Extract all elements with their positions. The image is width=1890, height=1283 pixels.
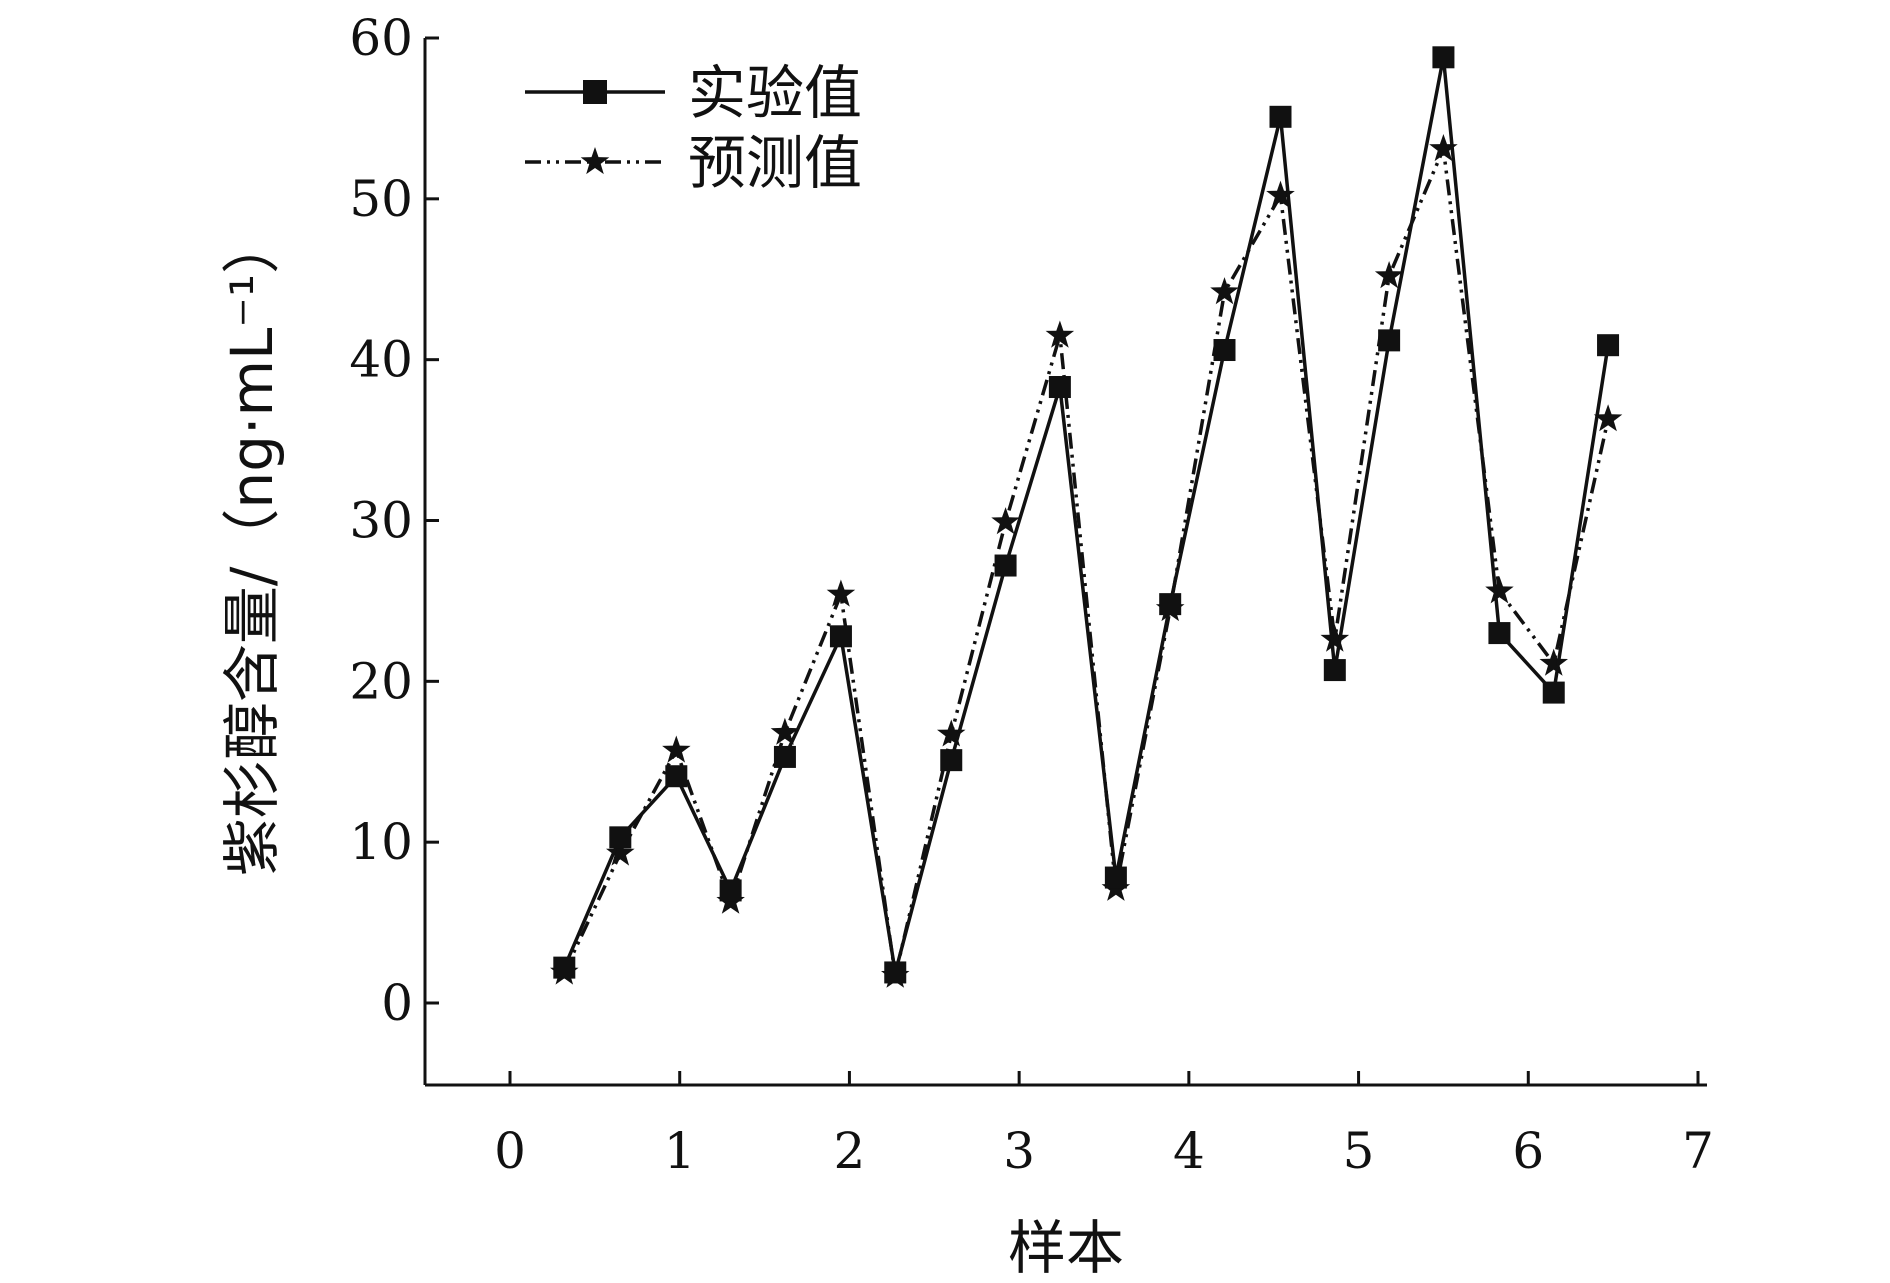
y-tick-label: 20 (349, 652, 413, 710)
x-tick-label: 3 (1003, 1122, 1035, 1180)
x-tick-label: 6 (1512, 1122, 1544, 1180)
series-1 (550, 134, 1623, 988)
data-point-star (826, 579, 856, 607)
data-point-star (1374, 261, 1404, 289)
y-tick-label: 40 (349, 331, 413, 389)
data-point-square (1432, 46, 1455, 69)
y-tick-label: 60 (349, 9, 413, 67)
data-point-square (609, 826, 632, 849)
x-ticks: 0 1 2 3 4 5 6 7 (494, 1071, 1714, 1180)
data-point-star (1485, 576, 1514, 604)
x-tick-label: 4 (1173, 1122, 1205, 1180)
data-point-star (991, 507, 1020, 535)
y-tick-label: 50 (349, 170, 413, 228)
x-tick-label: 5 (1343, 1122, 1375, 1180)
data-point-square (829, 625, 852, 648)
legend-marker-square (583, 80, 607, 104)
data-point-square (773, 745, 796, 768)
y-tick-label: 30 (349, 492, 413, 550)
x-tick-label: 7 (1682, 1122, 1714, 1180)
x-tick-label: 2 (834, 1122, 866, 1180)
data-point-square (1488, 622, 1511, 645)
series-line-1 (562, 147, 1610, 978)
series-layer (550, 46, 1623, 988)
data-point-square (1378, 329, 1401, 352)
data-point-square (994, 554, 1017, 577)
data-point-star (662, 735, 691, 763)
data-point-square (1213, 339, 1236, 362)
data-point-star (1320, 624, 1350, 652)
data-point-square (1323, 659, 1346, 682)
data-point-star (1210, 277, 1239, 305)
data-point-square (884, 961, 907, 984)
data-point-square (1104, 866, 1127, 889)
series-line-0 (562, 55, 1610, 975)
y-tick-label: 0 (381, 974, 413, 1032)
data-point-star (1045, 320, 1075, 348)
y-axis-title: 紫杉醇含量/（ng·mL⁻¹） (218, 216, 286, 876)
legend-item-1: 预测值 (525, 129, 862, 197)
x-tick-label: 1 (664, 1122, 696, 1180)
legend-label-0: 实验值 (688, 59, 862, 127)
legend-item-0: 实验值 (525, 59, 862, 127)
data-point-square (553, 956, 576, 979)
legend-label-1: 预测值 (688, 129, 862, 197)
x-tick-label: 0 (494, 1122, 526, 1180)
data-point-star (937, 719, 966, 747)
x-axis-title: 样本 (1008, 1214, 1124, 1282)
y-tick-label: 10 (349, 813, 413, 871)
legend: 实验值 预测值 (525, 59, 862, 197)
legend-marker-star (580, 147, 610, 175)
data-point-star (606, 838, 635, 866)
data-point-square (665, 765, 688, 788)
data-point-square (1159, 593, 1182, 616)
data-point-square (1542, 681, 1565, 704)
data-point-square (719, 879, 742, 902)
data-point-star (1266, 180, 1295, 208)
data-point-star (1593, 404, 1623, 432)
data-point-square (1269, 105, 1292, 128)
data-point-square (1048, 376, 1071, 399)
y-ticks: 0 10 20 30 40 50 60 (349, 9, 439, 1032)
data-point-star (1429, 134, 1458, 162)
series-0 (553, 46, 1620, 984)
data-point-star (770, 717, 800, 745)
data-point-square (1597, 334, 1620, 357)
data-point-star (1539, 648, 1568, 676)
data-point-square (940, 749, 963, 772)
axes (423, 38, 1707, 1087)
